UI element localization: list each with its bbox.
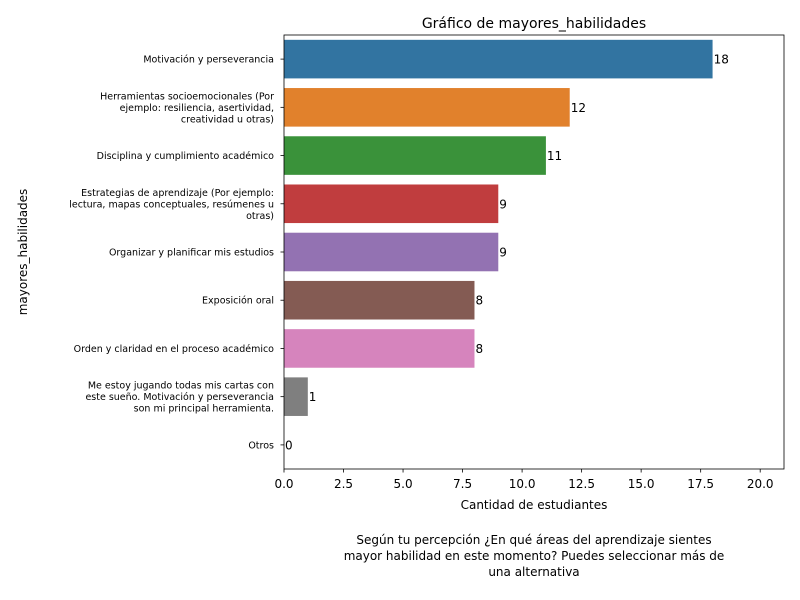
caption-line: una alternativa — [488, 565, 579, 579]
value-label: 18 — [714, 53, 729, 67]
x-tick-label: 2.5 — [334, 477, 353, 491]
chart-title: Gráfico de mayores_habilidades — [422, 16, 646, 32]
value-label: 9 — [499, 246, 507, 260]
x-axis-ticks: 0.0 2.5 5.0 7.5 10.0 12.5 15.0 17.5 20.0 — [274, 469, 774, 491]
value-labels-group: 18 12 11 9 9 8 8 1 0 — [285, 53, 729, 453]
bar — [284, 136, 546, 175]
y-tick-label: Motivación y perseverancia — [143, 55, 274, 66]
bar — [284, 232, 499, 272]
value-label: 12 — [571, 101, 586, 115]
bar — [284, 377, 308, 416]
y-tick-label: Estrategias de aprendizaje (Por ejemplo:… — [69, 188, 274, 222]
plot-frame — [283, 34, 785, 470]
value-label: 11 — [547, 149, 562, 163]
bar — [284, 88, 570, 127]
x-tick-label: 17.5 — [687, 477, 714, 491]
y-tick-label: Disciplina y cumplimiento académico — [97, 151, 275, 162]
value-label: 0 — [285, 438, 293, 452]
bars-group — [284, 39, 713, 416]
bar — [284, 329, 475, 368]
y-tick-label: Orden y claridad en el proceso académico — [74, 344, 275, 355]
x-tick-label: 0.0 — [274, 477, 293, 491]
y-tick-label: Me estoy jugando todas mis cartas con est… — [85, 381, 274, 415]
value-label: 8 — [475, 342, 483, 356]
y-axis-ticks: Motivación y perseverancia Herramientas s… — [69, 55, 284, 451]
y-tick-label: Herramientas socioemocionales (Por ejempl… — [100, 91, 274, 125]
x-tick-label: 12.5 — [568, 477, 595, 491]
y-tick-label: Otros — [248, 440, 274, 451]
x-tick-label: 7.5 — [453, 477, 472, 491]
y-tick-label: Organizar y planificar mis estudios — [109, 248, 274, 259]
caption-line: mayor habilidad en este momento? Puedes … — [344, 549, 725, 563]
bar — [284, 280, 475, 320]
value-label: 1 — [309, 390, 317, 404]
x-axis-label: Cantidad de estudiantes — [461, 498, 608, 512]
value-label: 9 — [499, 197, 507, 211]
bar — [284, 184, 499, 224]
value-label: 8 — [475, 294, 483, 308]
x-tick-label: 20.0 — [747, 477, 774, 491]
x-tick-label: 15.0 — [628, 477, 655, 491]
bar — [284, 39, 713, 79]
caption-line: Según tu percepción ¿En qué áreas del ap… — [356, 533, 711, 547]
chart-caption: Según tu percepción ¿En qué áreas del ap… — [344, 533, 725, 579]
x-tick-label: 10.0 — [509, 477, 536, 491]
y-tick-label: Exposición oral — [202, 296, 274, 307]
x-tick-label: 5.0 — [394, 477, 413, 491]
y-axis-label: mayores_habilidades — [16, 189, 30, 316]
